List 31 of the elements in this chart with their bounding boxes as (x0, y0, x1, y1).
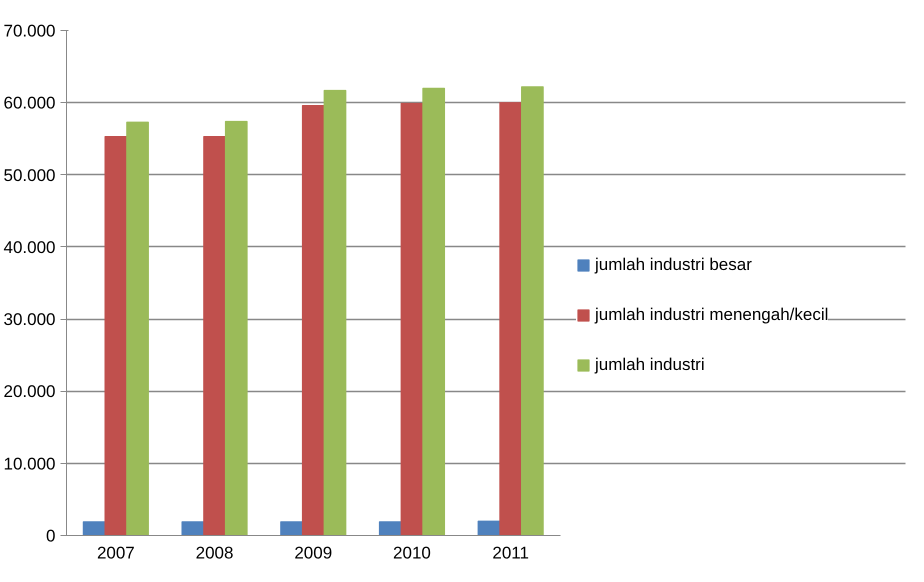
bar (280, 521, 303, 536)
legend-label: jumlah industri (595, 355, 705, 375)
x-tick-label: 2009 (294, 544, 332, 562)
bar (203, 136, 226, 536)
bar (400, 102, 424, 536)
y-tick-label: 60.000 (4, 94, 56, 113)
bar (224, 120, 248, 536)
x-tick-label: 2010 (393, 544, 431, 562)
bar (521, 86, 544, 536)
legend-label: jumlah industri besar (595, 255, 752, 275)
y-tick-label: 30.000 (4, 310, 56, 330)
y-tick-label: 40.000 (4, 238, 56, 257)
bar (478, 520, 500, 536)
bar (378, 521, 402, 536)
x-tick-label: 2011 (492, 544, 529, 562)
y-tick-label: 10.000 (4, 454, 56, 474)
x-tick-label: 2007 (96, 544, 135, 562)
bar (302, 105, 325, 536)
y-tick-label: 0 (46, 526, 56, 546)
bar (126, 122, 149, 536)
bar (499, 102, 522, 536)
y-tick-label: 50.000 (4, 166, 56, 185)
bar (104, 136, 128, 536)
y-tick-label: 20.000 (4, 382, 56, 402)
bar (82, 521, 106, 536)
legend-label: jumlah industri menengah/kecil (595, 305, 828, 325)
x-tick-label: 2008 (196, 544, 234, 562)
bar (422, 88, 446, 536)
y-tick-label: 70.000 (4, 22, 56, 40)
bar (181, 521, 204, 536)
bar (324, 90, 346, 536)
